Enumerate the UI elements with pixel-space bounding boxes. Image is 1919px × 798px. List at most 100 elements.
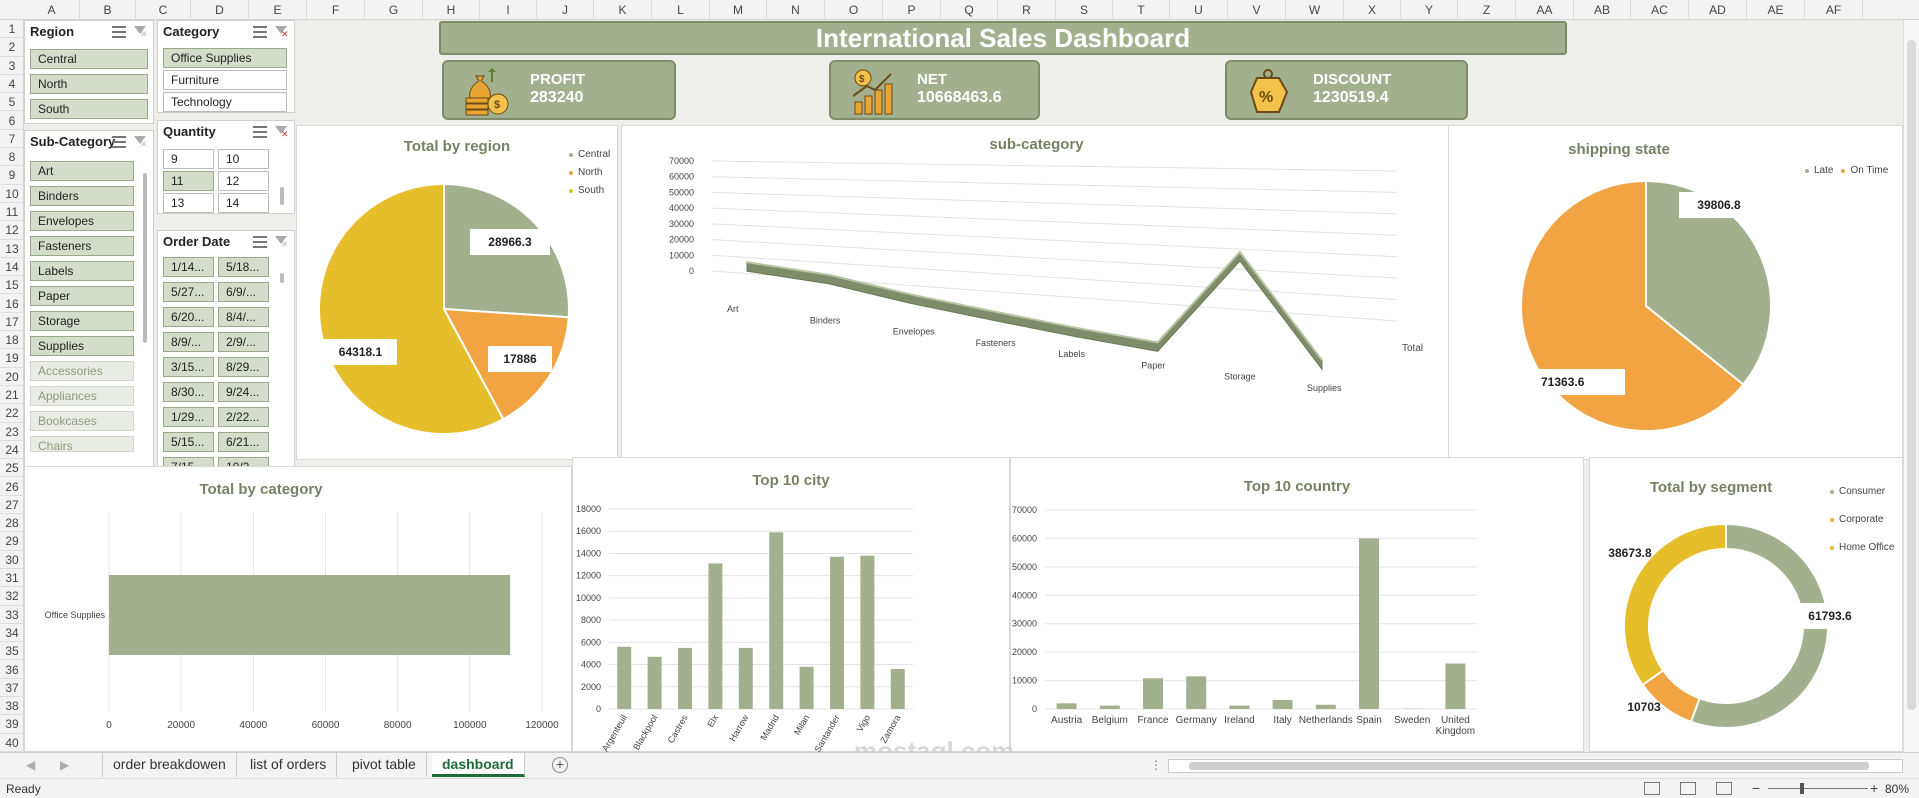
slicer-orderdate-item[interactable]: 6/9/... xyxy=(218,282,269,302)
slicer-subcategory-item[interactable]: Bookcases xyxy=(30,411,134,431)
clear-filter-icon[interactable] xyxy=(134,26,148,39)
clear-filter-icon[interactable] xyxy=(134,136,148,149)
column-header[interactable]: U xyxy=(1170,0,1228,20)
slicer-scrollbar[interactable] xyxy=(143,173,147,343)
multi-select-icon[interactable] xyxy=(112,136,126,148)
row-header[interactable]: 32 xyxy=(0,587,24,606)
slicer-region-item[interactable]: North xyxy=(30,74,148,94)
slicer-orderdate-item[interactable]: 2/9/... xyxy=(218,332,269,352)
row-header[interactable]: 17 xyxy=(0,313,24,332)
row-header[interactable]: 19 xyxy=(0,349,24,368)
slicer-quantity-item[interactable]: 11 xyxy=(163,171,214,191)
row-header[interactable]: 20 xyxy=(0,368,24,386)
chart-total-by-category[interactable]: Total by category 0 20000 40000 60000 80000 1… xyxy=(24,466,572,752)
scroll-thumb[interactable] xyxy=(1907,40,1916,710)
slicer-orderdate-item[interactable]: 5/18... xyxy=(218,257,269,277)
row-header[interactable]: 6 xyxy=(0,112,24,130)
slicer-orderdate-item[interactable]: 2/22... xyxy=(218,407,269,427)
column-header[interactable]: Z xyxy=(1458,0,1516,20)
slicer-scrollbar[interactable] xyxy=(280,273,284,283)
column-header[interactable]: T xyxy=(1113,0,1170,20)
slicer-subcategory-item[interactable]: Paper xyxy=(30,286,134,306)
slicer-orderdate-item[interactable]: 6/21... xyxy=(218,432,269,452)
row-header[interactable]: 37 xyxy=(0,679,24,698)
slicer-orderdate-item[interactable]: 9/24... xyxy=(218,382,269,402)
row-header[interactable]: 25 xyxy=(0,459,24,478)
slicer-subcategory-item[interactable]: Chairs xyxy=(30,436,134,452)
column-header[interactable]: N xyxy=(767,0,825,20)
row-header[interactable]: 30 xyxy=(0,551,24,569)
tab-pivot-table[interactable]: pivot table xyxy=(342,753,427,777)
column-header[interactable]: J xyxy=(537,0,594,20)
slicer-quantity-item[interactable]: 9 xyxy=(163,149,214,169)
clear-filter-icon[interactable] xyxy=(275,26,289,39)
column-header[interactable]: P xyxy=(883,0,941,20)
column-header[interactable]: W xyxy=(1286,0,1344,20)
chart-sub-category[interactable]: sub-category 0 10000 20000 30000 40000 50000 6… xyxy=(621,125,1452,460)
row-header[interactable]: 18 xyxy=(0,331,24,350)
row-header[interactable]: 23 xyxy=(0,423,24,441)
column-header[interactable]: R xyxy=(998,0,1056,20)
tab-scroll-right-icon[interactable]: ▶ xyxy=(60,758,70,772)
slicer-region-item[interactable]: Central xyxy=(30,49,148,69)
chart-top-10-country[interactable]: Top 10 country 0 10000 20000 30000 40000 5000… xyxy=(1010,457,1584,752)
column-header[interactable]: G xyxy=(365,0,423,20)
slicer-orderdate-item[interactable]: 8/4/... xyxy=(218,307,269,327)
slicer-orderdate-item[interactable]: 3/15... xyxy=(163,357,214,377)
tab-order-breakdowen[interactable]: order breakdowen xyxy=(102,753,237,777)
column-header[interactable]: AC xyxy=(1631,0,1689,20)
tab-scroll-left-icon[interactable]: ◀ xyxy=(26,758,36,772)
chart-top-10-city[interactable]: Top 10 city 0 2000 4000 6000 8000 10000 12000 1… xyxy=(572,457,1010,753)
row-header[interactable]: 39 xyxy=(0,715,24,734)
slicer-orderdate-item[interactable]: 1/29... xyxy=(163,407,214,427)
clear-filter-icon[interactable] xyxy=(275,236,289,249)
chart-total-by-segment[interactable]: Total by segment Consumer Corporate Home… xyxy=(1589,457,1903,752)
zoom-knob[interactable] xyxy=(1800,783,1804,794)
zoom-level[interactable]: 80% xyxy=(1885,782,1910,796)
multi-select-icon[interactable] xyxy=(253,126,267,138)
column-header[interactable]: V xyxy=(1228,0,1286,20)
row-header[interactable]: 8 xyxy=(0,148,24,167)
column-header[interactable]: E xyxy=(249,0,307,20)
row-header[interactable]: 38 xyxy=(0,697,24,716)
multi-select-icon[interactable] xyxy=(112,26,126,38)
slicer-category-item[interactable]: Furniture xyxy=(163,70,287,90)
zoom-out-icon[interactable]: − xyxy=(1752,780,1761,796)
column-header[interactable]: D xyxy=(191,0,249,20)
column-header[interactable]: AD xyxy=(1689,0,1747,20)
slicer-subcategory-item[interactable]: Fasteners xyxy=(30,236,134,256)
row-header[interactable]: 31 xyxy=(0,569,24,588)
column-header[interactable]: H xyxy=(423,0,480,20)
slicer-scrollbar[interactable] xyxy=(280,187,284,205)
slicer-category-item[interactable]: Office Supplies xyxy=(163,48,287,68)
row-header[interactable]: 11 xyxy=(0,203,24,222)
slicer-subcategory-item[interactable]: Accessories xyxy=(30,361,134,381)
slicer-region-item[interactable]: South xyxy=(30,99,148,119)
row-header[interactable]: 1 xyxy=(0,20,24,39)
horizontal-scrollbar[interactable] xyxy=(1168,759,1903,773)
add-sheet-icon[interactable]: + xyxy=(552,757,568,773)
slicer-subcategory-item[interactable]: Envelopes xyxy=(30,211,134,231)
row-header[interactable]: 9 xyxy=(0,166,24,185)
multi-select-icon[interactable] xyxy=(253,26,267,38)
row-header[interactable]: 29 xyxy=(0,532,24,551)
row-header[interactable]: 36 xyxy=(0,661,24,679)
column-header[interactable]: AA xyxy=(1516,0,1574,20)
column-header[interactable]: AE xyxy=(1747,0,1805,20)
slicer-orderdate-item[interactable]: 8/9/... xyxy=(163,332,214,352)
row-header[interactable]: 28 xyxy=(0,514,24,533)
column-header[interactable]: F xyxy=(307,0,365,20)
row-header[interactable]: 16 xyxy=(0,295,24,313)
slicer-quantity-item[interactable]: 12 xyxy=(218,171,269,191)
slicer-category-item[interactable]: Technology xyxy=(163,92,287,112)
slicer-quantity-item[interactable]: 14 xyxy=(218,193,269,213)
slicer-subcategory-item[interactable]: Binders xyxy=(30,186,134,206)
row-header[interactable]: 12 xyxy=(0,221,24,240)
column-header[interactable]: K xyxy=(594,0,652,20)
slicer-orderdate-item[interactable]: 5/15... xyxy=(163,432,214,452)
scroll-thumb[interactable] xyxy=(1189,762,1869,770)
slicer-subcategory-item[interactable]: Supplies xyxy=(30,336,134,356)
row-header[interactable]: 34 xyxy=(0,624,24,643)
slicer-subcategory-item[interactable]: Appliances xyxy=(30,386,134,406)
page-layout-icon[interactable] xyxy=(1680,782,1696,795)
